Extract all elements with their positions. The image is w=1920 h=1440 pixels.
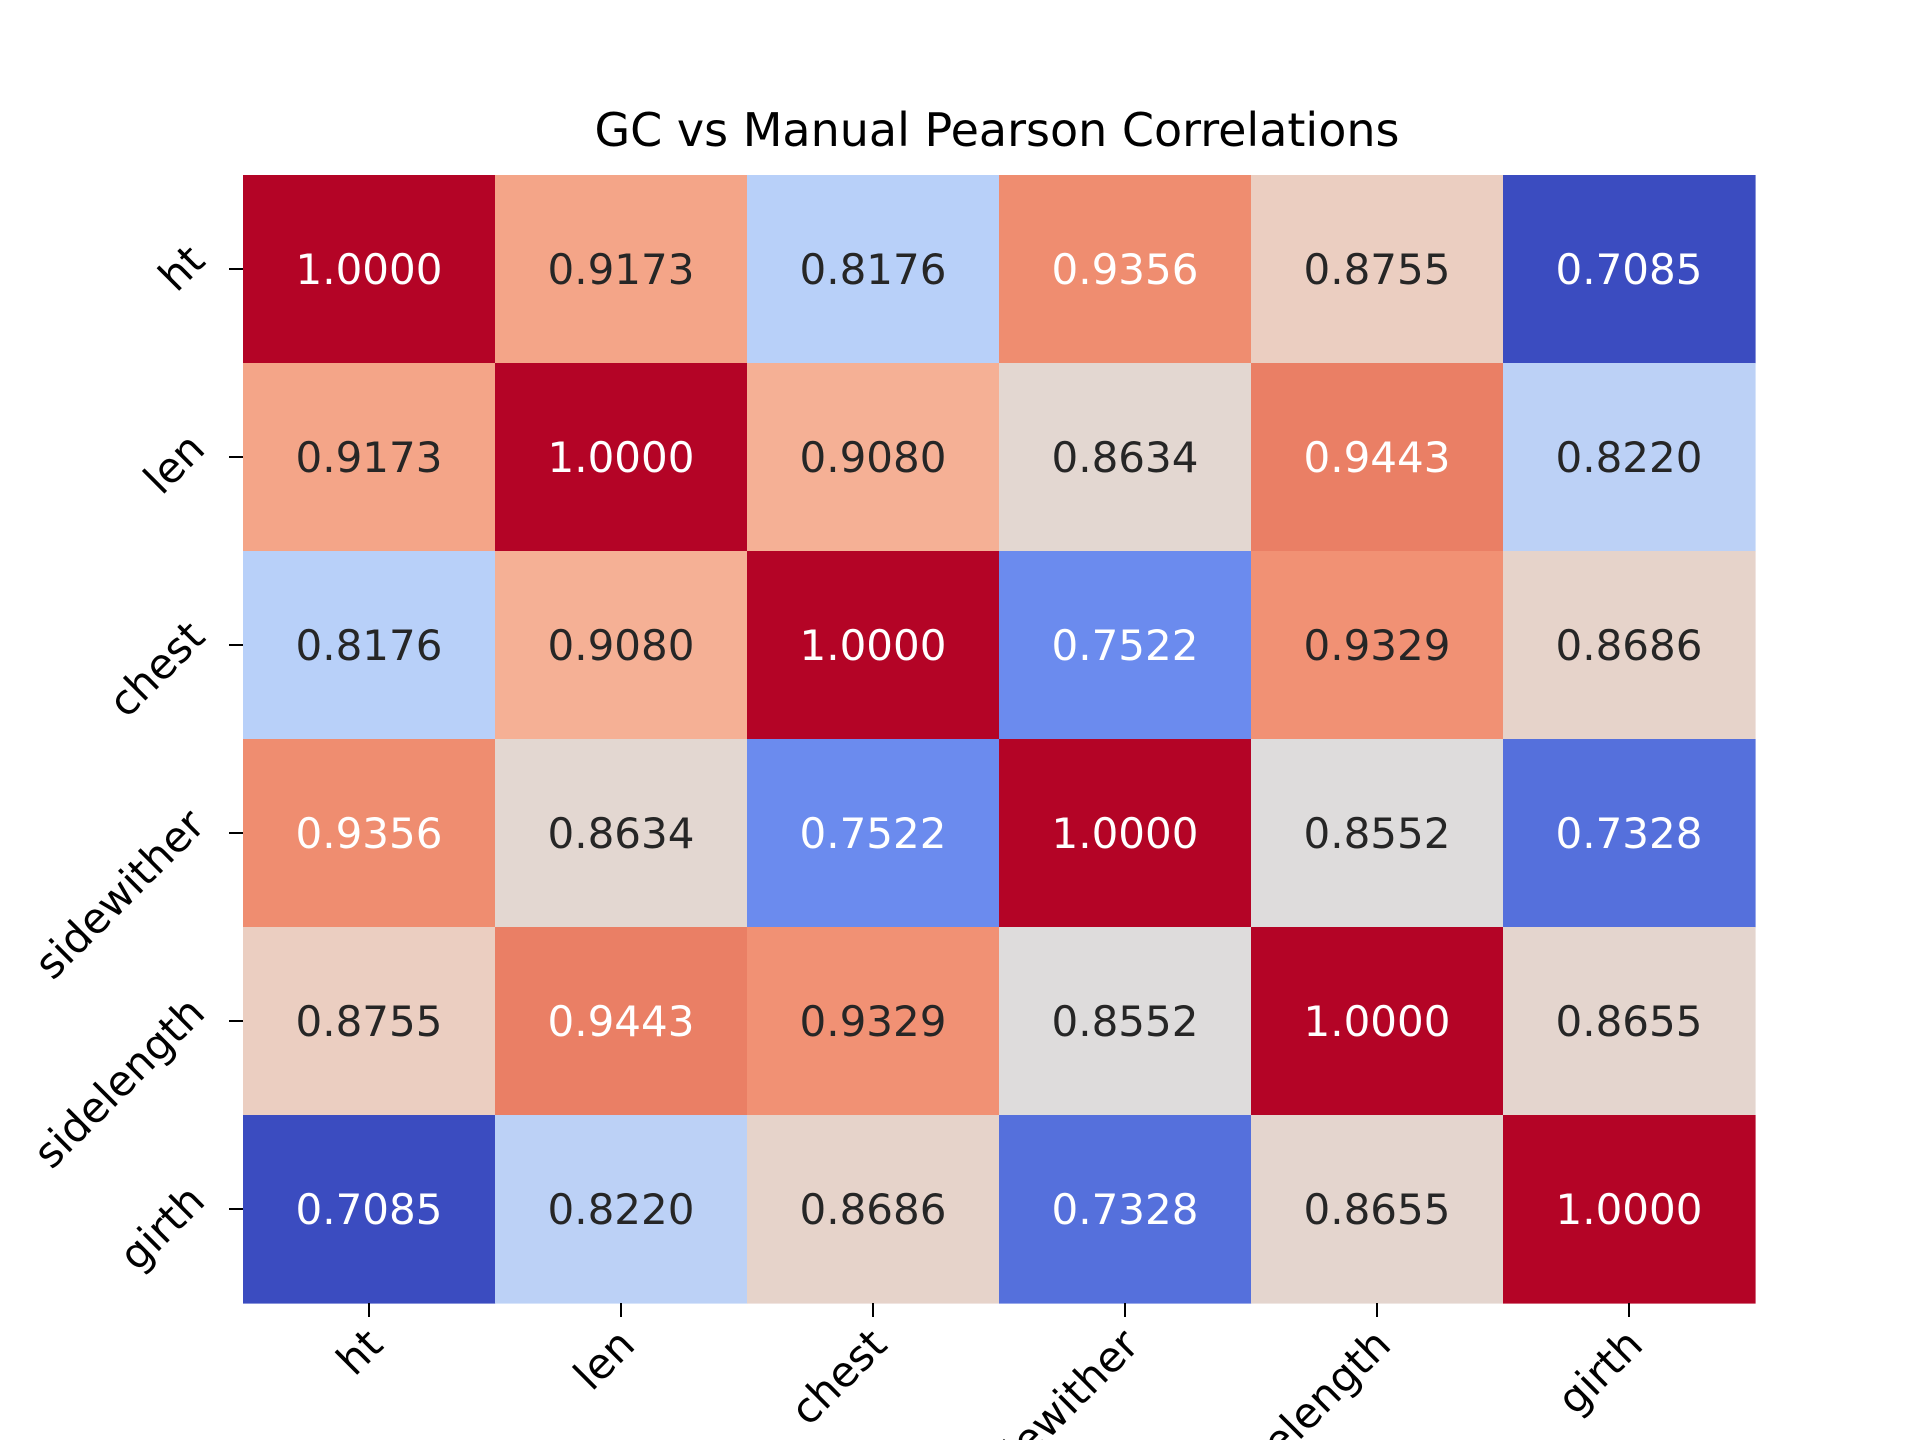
cell-value-girth-ht: 0.7085 [296,1185,443,1234]
cell-value-sidelength-ht: 0.8755 [296,997,443,1046]
x-tick-label-ht: ht [327,1319,392,1384]
x-tick-label-girth: girth [1548,1319,1652,1423]
chart-title: GC vs Manual Pearson Correlations [595,103,1400,157]
heatmap-cell-ht-girth [1503,175,1756,364]
y-tick-label-chest: chest [99,611,214,726]
cell-value-sidewither-sidewither: 1.0000 [1052,809,1199,858]
cell-value-sidelength-girth: 0.8655 [1556,997,1703,1046]
heatmap-cell-sidelength-sidelength [1251,927,1504,1116]
heatmap-cell-labels: 1.0000 0.9173 0.8176 0.9356 0.8755 0.7085 0.91… [296,245,1703,1234]
cell-value-sidelength-sidelength: 1.0000 [1304,997,1451,1046]
cell-value-ht-ht: 1.0000 [296,245,443,294]
cell-value-girth-sidewither: 0.7328 [1052,1185,1199,1234]
cell-value-ht-len: 0.9173 [548,245,695,294]
heatmap-cell-girth-chest [747,1115,1000,1304]
heatmap-cell-ht-chest [747,175,1000,364]
x-tick-label-sidewither: sidewither [959,1319,1149,1440]
heatmap-cell-sidewither-chest [747,739,1000,928]
heatmap-cells [243,175,1756,1304]
heatmap-cell-ht-sidewither [999,175,1252,364]
cell-value-len-sidelength: 0.9443 [1304,433,1451,482]
y-tick-label-girth: girth [110,1175,214,1279]
heatmap-cell-chest-girth [1503,551,1756,740]
heatmap-cell-sidelength-chest [747,927,1000,1116]
heatmap-cell-chest-chest [747,551,1000,740]
x-tick-label-chest: chest [781,1319,896,1434]
heatmap-cell-len-ht [243,363,496,552]
cell-value-sidelength-sidewither: 0.8552 [1052,997,1199,1046]
cell-value-sidewither-ht: 0.9356 [296,809,443,858]
cell-value-len-girth: 0.8220 [1556,433,1703,482]
heatmap-cell-sidewither-sidewither [999,739,1252,928]
cell-value-chest-sidelength: 0.9329 [1304,621,1451,670]
cell-value-ht-sidewither: 0.9356 [1052,245,1199,294]
cell-value-sidelength-chest: 0.9329 [800,997,947,1046]
heatmap-cell-ht-len [495,175,748,364]
cell-value-chest-girth: 0.8686 [1556,621,1703,670]
cell-value-chest-len: 0.9080 [548,621,695,670]
cell-value-sidewither-sidelength: 0.8552 [1304,809,1451,858]
x-axis: ht len chest sidewither sidelength girth [327,1303,1652,1440]
cell-value-ht-chest: 0.8176 [800,245,947,294]
cell-value-len-sidewither: 0.8634 [1052,433,1199,482]
heatmap-cell-len-sidelength [1251,363,1504,552]
cell-value-girth-len: 0.8220 [548,1185,695,1234]
heatmap-cell-len-girth [1503,363,1756,552]
cell-value-girth-sidelength: 0.8655 [1304,1185,1451,1234]
cell-value-len-ht: 0.9173 [296,433,443,482]
heatmap-cell-chest-len [495,551,748,740]
heatmap-cell-ht-ht [243,175,496,364]
heatmap-cell-girth-len [495,1115,748,1304]
heatmap-cell-len-chest [747,363,1000,552]
y-tick-label-len: len [134,423,214,503]
cell-value-sidewither-len: 0.8634 [548,809,695,858]
heatmap-cell-sidelength-sidewither [999,927,1252,1116]
heatmap-cell-chest-sidewither [999,551,1252,740]
heatmap-cell-sidewither-ht [243,739,496,928]
cell-value-len-len: 1.0000 [548,433,695,482]
heatmap-cell-len-len [495,363,748,552]
cell-value-sidewither-girth: 0.7328 [1556,809,1703,858]
x-tick-label-sidelength: sidelength [1210,1319,1400,1440]
heatmap-cell-sidelength-ht [243,927,496,1116]
heatmap-cell-sidewither-girth [1503,739,1756,928]
heatmap-cell-len-sidewither [999,363,1252,552]
y-tick-label-sidewither: sidewither [25,799,215,989]
cell-value-len-chest: 0.9080 [800,433,947,482]
heatmap-cell-sidelength-girth [1503,927,1756,1116]
y-tick-label-sidelength: sidelength [24,987,214,1177]
cell-value-girth-chest: 0.8686 [800,1185,947,1234]
cell-value-ht-sidelength: 0.8755 [1304,245,1451,294]
heatmap-cell-sidewither-len [495,739,748,928]
cell-value-sidewither-chest: 0.7522 [800,809,947,858]
heatmap-cell-girth-girth [1503,1115,1756,1304]
cell-value-chest-chest: 1.0000 [800,621,947,670]
cell-value-chest-ht: 0.8176 [296,621,443,670]
heatmap-cell-girth-sidewither [999,1115,1252,1304]
heatmap-cell-chest-sidelength [1251,551,1504,740]
heatmap-cell-girth-ht [243,1115,496,1304]
cell-value-sidelength-len: 0.9443 [548,997,695,1046]
heatmap-cell-girth-sidelength [1251,1115,1504,1304]
x-tick-label-len: len [564,1319,644,1399]
heatmap-cell-chest-ht [243,551,496,740]
heatmap-cell-sidewither-sidelength [1251,739,1504,928]
heatmap-cell-sidelength-len [495,927,748,1116]
heatmap-cell-ht-sidelength [1251,175,1504,364]
y-tick-label-ht: ht [149,235,214,300]
cell-value-ht-girth: 0.7085 [1556,245,1703,294]
cell-value-chest-sidewither: 0.7522 [1052,621,1199,670]
cell-value-girth-girth: 1.0000 [1556,1185,1703,1234]
